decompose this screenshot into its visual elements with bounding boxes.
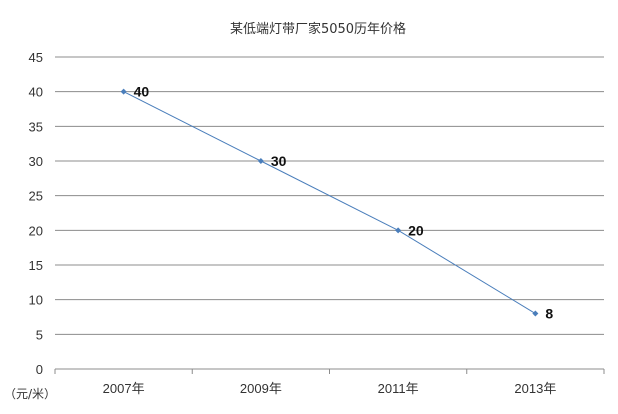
data-label: 30 <box>271 153 287 169</box>
y-tick-label: 5 <box>36 327 43 342</box>
data-label: 40 <box>134 84 150 100</box>
y-tick-label: 15 <box>29 258 43 273</box>
y-tick-label: 0 <box>36 362 43 377</box>
chart-title: 某低端灯带厂家5050历年价格 <box>230 21 406 37</box>
data-points <box>120 88 539 317</box>
y-tick-label: 40 <box>29 85 43 100</box>
data-point <box>395 227 402 234</box>
data-labels: 40 30 20 8 <box>134 84 554 322</box>
y-tick-label: 45 <box>29 50 43 65</box>
unit-label: （元/米） <box>4 387 56 401</box>
x-axis-ticks: 2007年 2009年 2011年 2013年 <box>103 381 557 396</box>
y-tick-label: 30 <box>29 154 43 169</box>
y-tick-label: 35 <box>29 119 43 134</box>
x-tick-label: 2011年 <box>378 381 419 396</box>
data-point <box>120 88 127 95</box>
x-tick-label: 2013年 <box>514 381 556 396</box>
axes <box>54 368 605 374</box>
x-tick-label: 2009年 <box>240 381 282 396</box>
series-line <box>123 91 536 314</box>
data-point <box>257 158 264 164</box>
y-tick-label: 25 <box>29 189 43 204</box>
series-line <box>123 91 536 314</box>
y-tick-label: 10 <box>29 293 43 308</box>
data-label: 8 <box>545 306 553 322</box>
data-point <box>532 310 539 317</box>
y-axis-ticks: 0 5 10 15 20 25 30 35 40 45 <box>29 50 43 377</box>
x-tick-label: 2007年 <box>103 381 145 396</box>
data-label: 20 <box>408 222 424 238</box>
y-tick-label: 20 <box>29 223 43 238</box>
